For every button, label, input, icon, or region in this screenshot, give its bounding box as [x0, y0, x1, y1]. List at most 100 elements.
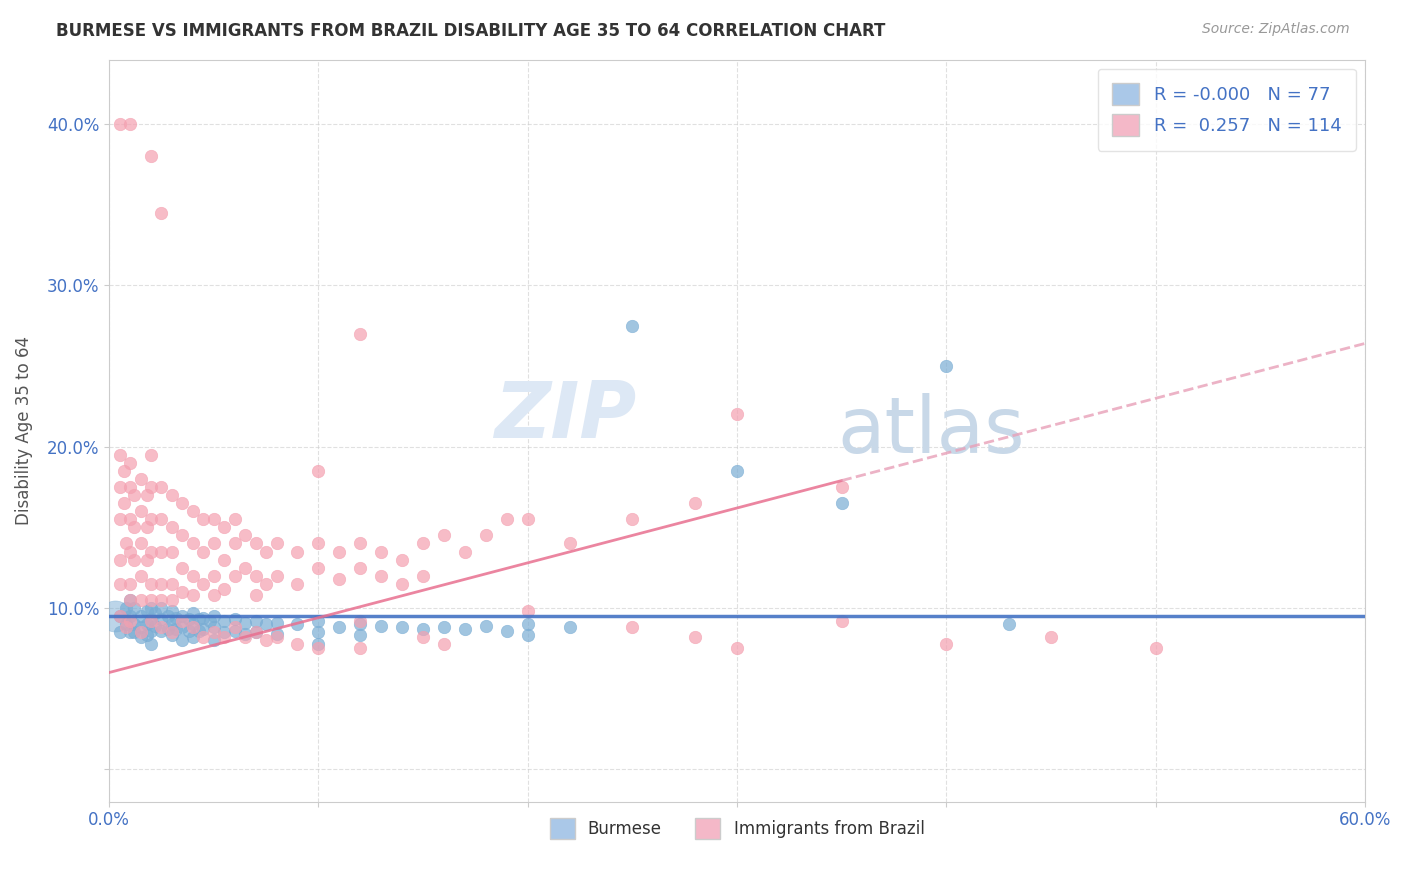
- Point: [193, 544, 215, 558]
- Point: [156, 609, 179, 624]
- Point: [150, 624, 173, 638]
- Point: [370, 568, 392, 582]
- Point: [108, 117, 131, 131]
- Point: [139, 614, 162, 628]
- Point: [181, 504, 204, 518]
- Point: [935, 359, 957, 373]
- Point: [150, 577, 173, 591]
- Point: [160, 520, 183, 534]
- Point: [172, 633, 194, 648]
- Point: [122, 488, 145, 502]
- Point: [349, 326, 371, 341]
- Point: [150, 612, 173, 626]
- Point: [287, 636, 309, 650]
- Point: [233, 615, 256, 630]
- Point: [212, 520, 235, 534]
- Point: [516, 512, 538, 526]
- Point: [224, 512, 246, 526]
- Point: [287, 577, 309, 591]
- Point: [621, 620, 644, 634]
- Point: [139, 601, 162, 615]
- Point: [118, 609, 141, 624]
- Point: [156, 622, 179, 636]
- Point: [129, 593, 152, 607]
- Point: [122, 520, 145, 534]
- Point: [254, 633, 277, 648]
- Point: [391, 620, 413, 634]
- Point: [202, 512, 225, 526]
- Point: [118, 512, 141, 526]
- Point: [212, 614, 235, 628]
- Point: [495, 624, 517, 638]
- Point: [391, 577, 413, 591]
- Point: [139, 544, 162, 558]
- Point: [108, 609, 131, 624]
- Point: [266, 568, 288, 582]
- Point: [287, 617, 309, 632]
- Point: [202, 588, 225, 602]
- Point: [118, 456, 141, 470]
- Point: [202, 568, 225, 582]
- Point: [150, 620, 173, 634]
- Point: [150, 601, 173, 615]
- Point: [254, 577, 277, 591]
- Point: [725, 464, 748, 478]
- Point: [108, 480, 131, 494]
- Point: [129, 625, 152, 640]
- Point: [188, 612, 211, 626]
- Point: [621, 512, 644, 526]
- Point: [193, 610, 215, 624]
- Point: [193, 622, 215, 636]
- Point: [831, 614, 853, 628]
- Point: [115, 536, 138, 550]
- Point: [212, 625, 235, 640]
- Point: [233, 528, 256, 542]
- Point: [139, 624, 162, 638]
- Point: [245, 625, 267, 640]
- Point: [160, 577, 183, 591]
- Point: [224, 612, 246, 626]
- Point: [233, 627, 256, 641]
- Point: [177, 624, 200, 638]
- Point: [349, 628, 371, 642]
- Point: [245, 625, 267, 640]
- Point: [287, 544, 309, 558]
- Point: [307, 464, 329, 478]
- Point: [391, 552, 413, 566]
- Point: [212, 582, 235, 596]
- Point: [412, 630, 434, 644]
- Point: [135, 488, 157, 502]
- Point: [233, 560, 256, 574]
- Point: [129, 472, 152, 486]
- Point: [118, 480, 141, 494]
- Point: [108, 577, 131, 591]
- Point: [254, 544, 277, 558]
- Point: [115, 620, 138, 634]
- Point: [160, 488, 183, 502]
- Point: [233, 630, 256, 644]
- Point: [139, 480, 162, 494]
- Point: [108, 625, 131, 640]
- Point: [122, 625, 145, 640]
- Point: [198, 614, 221, 628]
- Point: [143, 606, 166, 620]
- Point: [831, 496, 853, 510]
- Point: [139, 593, 162, 607]
- Point: [266, 627, 288, 641]
- Point: [349, 641, 371, 656]
- Point: [129, 536, 152, 550]
- Point: [349, 560, 371, 574]
- Point: [165, 610, 187, 624]
- Point: [139, 512, 162, 526]
- Point: [135, 520, 157, 534]
- Point: [181, 568, 204, 582]
- Point: [108, 552, 131, 566]
- Point: [683, 496, 706, 510]
- Point: [129, 609, 152, 624]
- Point: [516, 628, 538, 642]
- Text: Source: ZipAtlas.com: Source: ZipAtlas.com: [1202, 22, 1350, 37]
- Point: [475, 619, 498, 633]
- Point: [349, 614, 371, 628]
- Point: [129, 620, 152, 634]
- Y-axis label: Disability Age 35 to 64: Disability Age 35 to 64: [15, 336, 32, 525]
